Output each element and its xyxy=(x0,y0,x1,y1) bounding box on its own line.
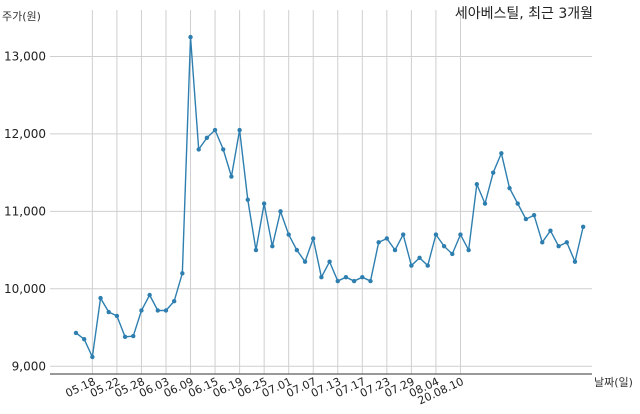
data-point xyxy=(114,313,120,319)
data-point xyxy=(229,174,234,179)
data-point xyxy=(417,255,422,261)
data-point xyxy=(286,232,291,237)
x-axis-label: 날짜(일) xyxy=(594,375,633,389)
data-point xyxy=(73,330,79,336)
data-point xyxy=(343,274,349,280)
data-point xyxy=(564,240,569,245)
data-point xyxy=(368,278,373,284)
data-point xyxy=(335,278,340,284)
data-point xyxy=(580,224,586,230)
data-point xyxy=(163,308,169,313)
data-point xyxy=(139,308,144,313)
data-point xyxy=(351,278,357,284)
y-axis-label: 주가(원) xyxy=(2,10,41,23)
y-tick-label: 12,000 xyxy=(4,127,46,141)
data-point xyxy=(556,244,561,249)
y-gridlines xyxy=(50,55,592,367)
data-point xyxy=(499,151,504,156)
data-point xyxy=(311,236,316,241)
data-point xyxy=(221,147,226,152)
price-points xyxy=(73,34,586,360)
data-point xyxy=(474,182,480,187)
data-point xyxy=(253,247,259,253)
y-tick-label: 9,000 xyxy=(12,359,46,373)
data-point xyxy=(384,236,390,241)
data-point xyxy=(360,274,365,280)
chart-title: 세아베스틸, 최근 3개월 xyxy=(455,6,593,22)
data-point xyxy=(204,135,210,140)
data-point xyxy=(196,147,201,152)
data-point xyxy=(245,197,250,202)
x-tick-labels: 05.1805.2205.2806.0306.0906.1506.1906.25… xyxy=(64,375,466,407)
data-point xyxy=(376,240,381,245)
data-point xyxy=(106,309,111,315)
data-point xyxy=(90,354,95,360)
data-point xyxy=(171,299,177,304)
data-point xyxy=(515,201,520,206)
data-point xyxy=(523,216,529,222)
data-point xyxy=(188,34,193,40)
data-point xyxy=(319,274,324,280)
data-point xyxy=(261,201,267,206)
data-point xyxy=(531,213,537,218)
data-point xyxy=(302,259,308,264)
data-point xyxy=(237,127,242,133)
data-point xyxy=(327,259,332,264)
data-point xyxy=(507,185,512,191)
data-point xyxy=(180,271,185,276)
data-point xyxy=(131,333,136,339)
data-point xyxy=(147,292,152,298)
data-point xyxy=(212,127,218,133)
data-point xyxy=(278,209,283,214)
data-point xyxy=(458,232,463,237)
data-point xyxy=(122,334,128,340)
data-point xyxy=(482,201,488,206)
data-point xyxy=(409,263,414,268)
data-point xyxy=(441,244,447,249)
y-tick-label: 10,000 xyxy=(4,282,46,296)
x-gridlines xyxy=(91,10,461,374)
data-point xyxy=(540,240,545,245)
price-line xyxy=(75,37,584,360)
data-point xyxy=(81,336,87,342)
y-tick-label: 13,000 xyxy=(4,49,46,63)
data-point xyxy=(155,308,160,313)
data-point xyxy=(433,232,439,237)
y-tick-label: 11,000 xyxy=(4,204,46,218)
data-point xyxy=(425,263,430,268)
data-point xyxy=(450,251,455,257)
data-point xyxy=(294,247,300,253)
data-point xyxy=(490,170,496,175)
y-tick-labels: 9,000 10,000 11,000 12,000 13,000 xyxy=(4,49,46,373)
data-point xyxy=(548,228,553,233)
data-point xyxy=(466,247,471,253)
data-point xyxy=(270,244,275,249)
data-point xyxy=(98,295,103,301)
data-point xyxy=(572,259,578,264)
data-point xyxy=(401,232,406,237)
data-point xyxy=(392,247,398,253)
